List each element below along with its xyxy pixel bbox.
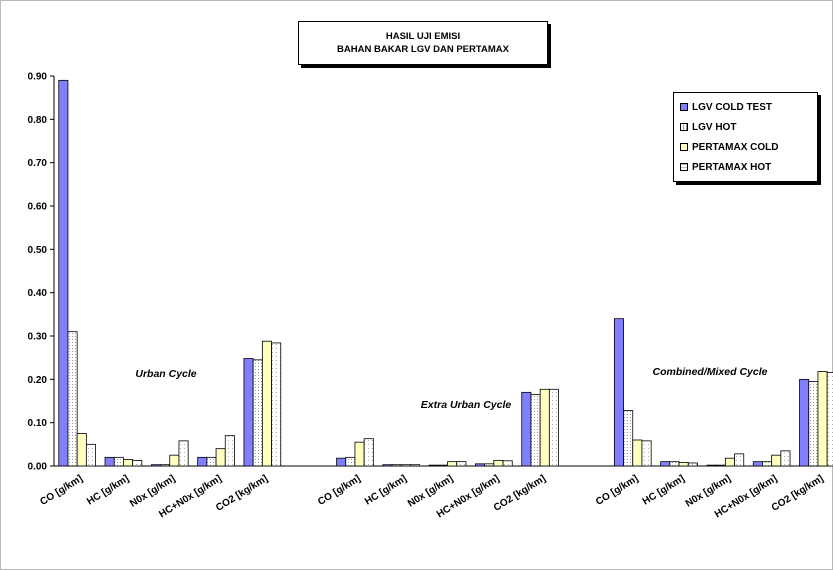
bar bbox=[780, 450, 791, 467]
bar bbox=[243, 358, 254, 467]
y-tick-label: 0.80 bbox=[28, 115, 48, 126]
bar bbox=[58, 79, 69, 467]
bar bbox=[706, 464, 717, 467]
legend-item: PERTAMAX HOT bbox=[680, 157, 817, 177]
bar bbox=[437, 464, 448, 467]
bar bbox=[354, 441, 365, 467]
bar bbox=[799, 378, 810, 467]
bar bbox=[456, 461, 467, 467]
legend-swatch bbox=[680, 143, 688, 151]
bar bbox=[484, 463, 495, 467]
bar bbox=[123, 459, 134, 467]
group-label: Extra Urban Cycle bbox=[421, 399, 512, 411]
bar bbox=[104, 456, 115, 467]
chart-title: HASIL UJI EMISI bbox=[385, 31, 461, 42]
bar bbox=[817, 371, 828, 467]
legend-swatch bbox=[680, 103, 688, 111]
bar bbox=[502, 460, 513, 467]
x-category-label: CO2 [kg/km] bbox=[492, 473, 548, 514]
chart-title-box: HASIL UJI EMISI BAHAN BAKAR LGV DAN PERT… bbox=[298, 21, 548, 65]
x-category-label: CO2 [kg/km] bbox=[214, 473, 270, 514]
bar bbox=[475, 463, 486, 467]
legend-item: LGV COLD TEST bbox=[680, 97, 817, 117]
x-category-label: CO [g/km] bbox=[38, 473, 84, 508]
legend-label: PERTAMAX HOT bbox=[692, 161, 772, 173]
bar bbox=[762, 461, 773, 467]
bar bbox=[641, 440, 652, 467]
y-tick-label: 0.30 bbox=[28, 332, 48, 343]
bar bbox=[447, 461, 458, 467]
bar bbox=[336, 457, 347, 467]
chart-subtitle: BAHAN BAKAR LGV DAN PERTAMAX bbox=[337, 44, 509, 55]
x-category-label: CO [g/km] bbox=[594, 473, 640, 508]
bar bbox=[724, 457, 735, 467]
bar bbox=[493, 459, 504, 467]
bar bbox=[623, 410, 634, 467]
bar bbox=[752, 461, 763, 467]
x-category-label: HC [g/km] bbox=[641, 473, 687, 507]
bar bbox=[391, 464, 402, 467]
bar bbox=[206, 456, 217, 467]
bar bbox=[85, 443, 96, 467]
bar bbox=[826, 371, 833, 467]
bar bbox=[678, 462, 689, 467]
bar bbox=[771, 454, 782, 467]
group-label: Combined/Mixed Cycle bbox=[653, 366, 768, 378]
bar bbox=[132, 459, 143, 467]
bar bbox=[548, 388, 559, 467]
bar bbox=[150, 464, 161, 467]
y-tick-label: 0.50 bbox=[28, 245, 48, 256]
y-tick-label: 0.40 bbox=[28, 288, 48, 299]
bar bbox=[715, 464, 726, 467]
bar bbox=[428, 464, 439, 467]
legend-label: PERTAMAX COLD bbox=[692, 141, 779, 153]
x-category-label: CO2 [kg/km] bbox=[770, 473, 826, 514]
bar bbox=[197, 456, 208, 467]
bar bbox=[271, 342, 282, 467]
x-category-label: HC [g/km] bbox=[85, 473, 131, 507]
legend-label: LGV HOT bbox=[692, 121, 737, 133]
bar bbox=[521, 391, 532, 467]
bar bbox=[400, 464, 411, 467]
group-label: Urban Cycle bbox=[135, 368, 196, 380]
bar bbox=[539, 388, 550, 467]
legend-item: PERTAMAX COLD bbox=[680, 137, 817, 157]
bar bbox=[67, 331, 78, 467]
bar bbox=[215, 448, 226, 467]
legend-label: LGV COLD TEST bbox=[692, 101, 772, 113]
bar bbox=[113, 456, 124, 467]
bar bbox=[660, 461, 671, 467]
bar bbox=[382, 464, 393, 467]
y-tick-label: 0.60 bbox=[28, 202, 48, 213]
legend-swatch bbox=[680, 123, 688, 131]
y-tick-label: 0.10 bbox=[28, 418, 48, 429]
bar bbox=[410, 464, 421, 467]
y-tick-label: 0.00 bbox=[28, 462, 48, 473]
x-category-label: HC [g/km] bbox=[363, 473, 409, 507]
bar bbox=[687, 462, 698, 467]
bar bbox=[613, 318, 624, 467]
x-category-label: CO [g/km] bbox=[316, 473, 362, 508]
bar bbox=[808, 381, 819, 467]
bar bbox=[76, 433, 87, 467]
legend-swatch bbox=[680, 163, 688, 171]
bar bbox=[169, 454, 180, 467]
y-tick-label: 0.70 bbox=[28, 158, 48, 169]
bar bbox=[261, 340, 272, 467]
bar bbox=[363, 438, 374, 467]
bar bbox=[345, 456, 356, 467]
bar bbox=[160, 464, 171, 467]
y-tick-label: 0.90 bbox=[28, 72, 48, 83]
bar bbox=[669, 461, 680, 467]
y-tick-label: 0.20 bbox=[28, 375, 48, 386]
chart-legend: LGV COLD TEST LGV HOT PERTAMAX COLD PERT… bbox=[673, 92, 818, 182]
bar bbox=[178, 440, 189, 467]
bar bbox=[252, 359, 263, 467]
legend-item: LGV HOT bbox=[680, 117, 817, 137]
bar bbox=[530, 394, 541, 467]
bar bbox=[734, 453, 745, 467]
bar bbox=[224, 435, 235, 467]
bar bbox=[632, 439, 643, 467]
